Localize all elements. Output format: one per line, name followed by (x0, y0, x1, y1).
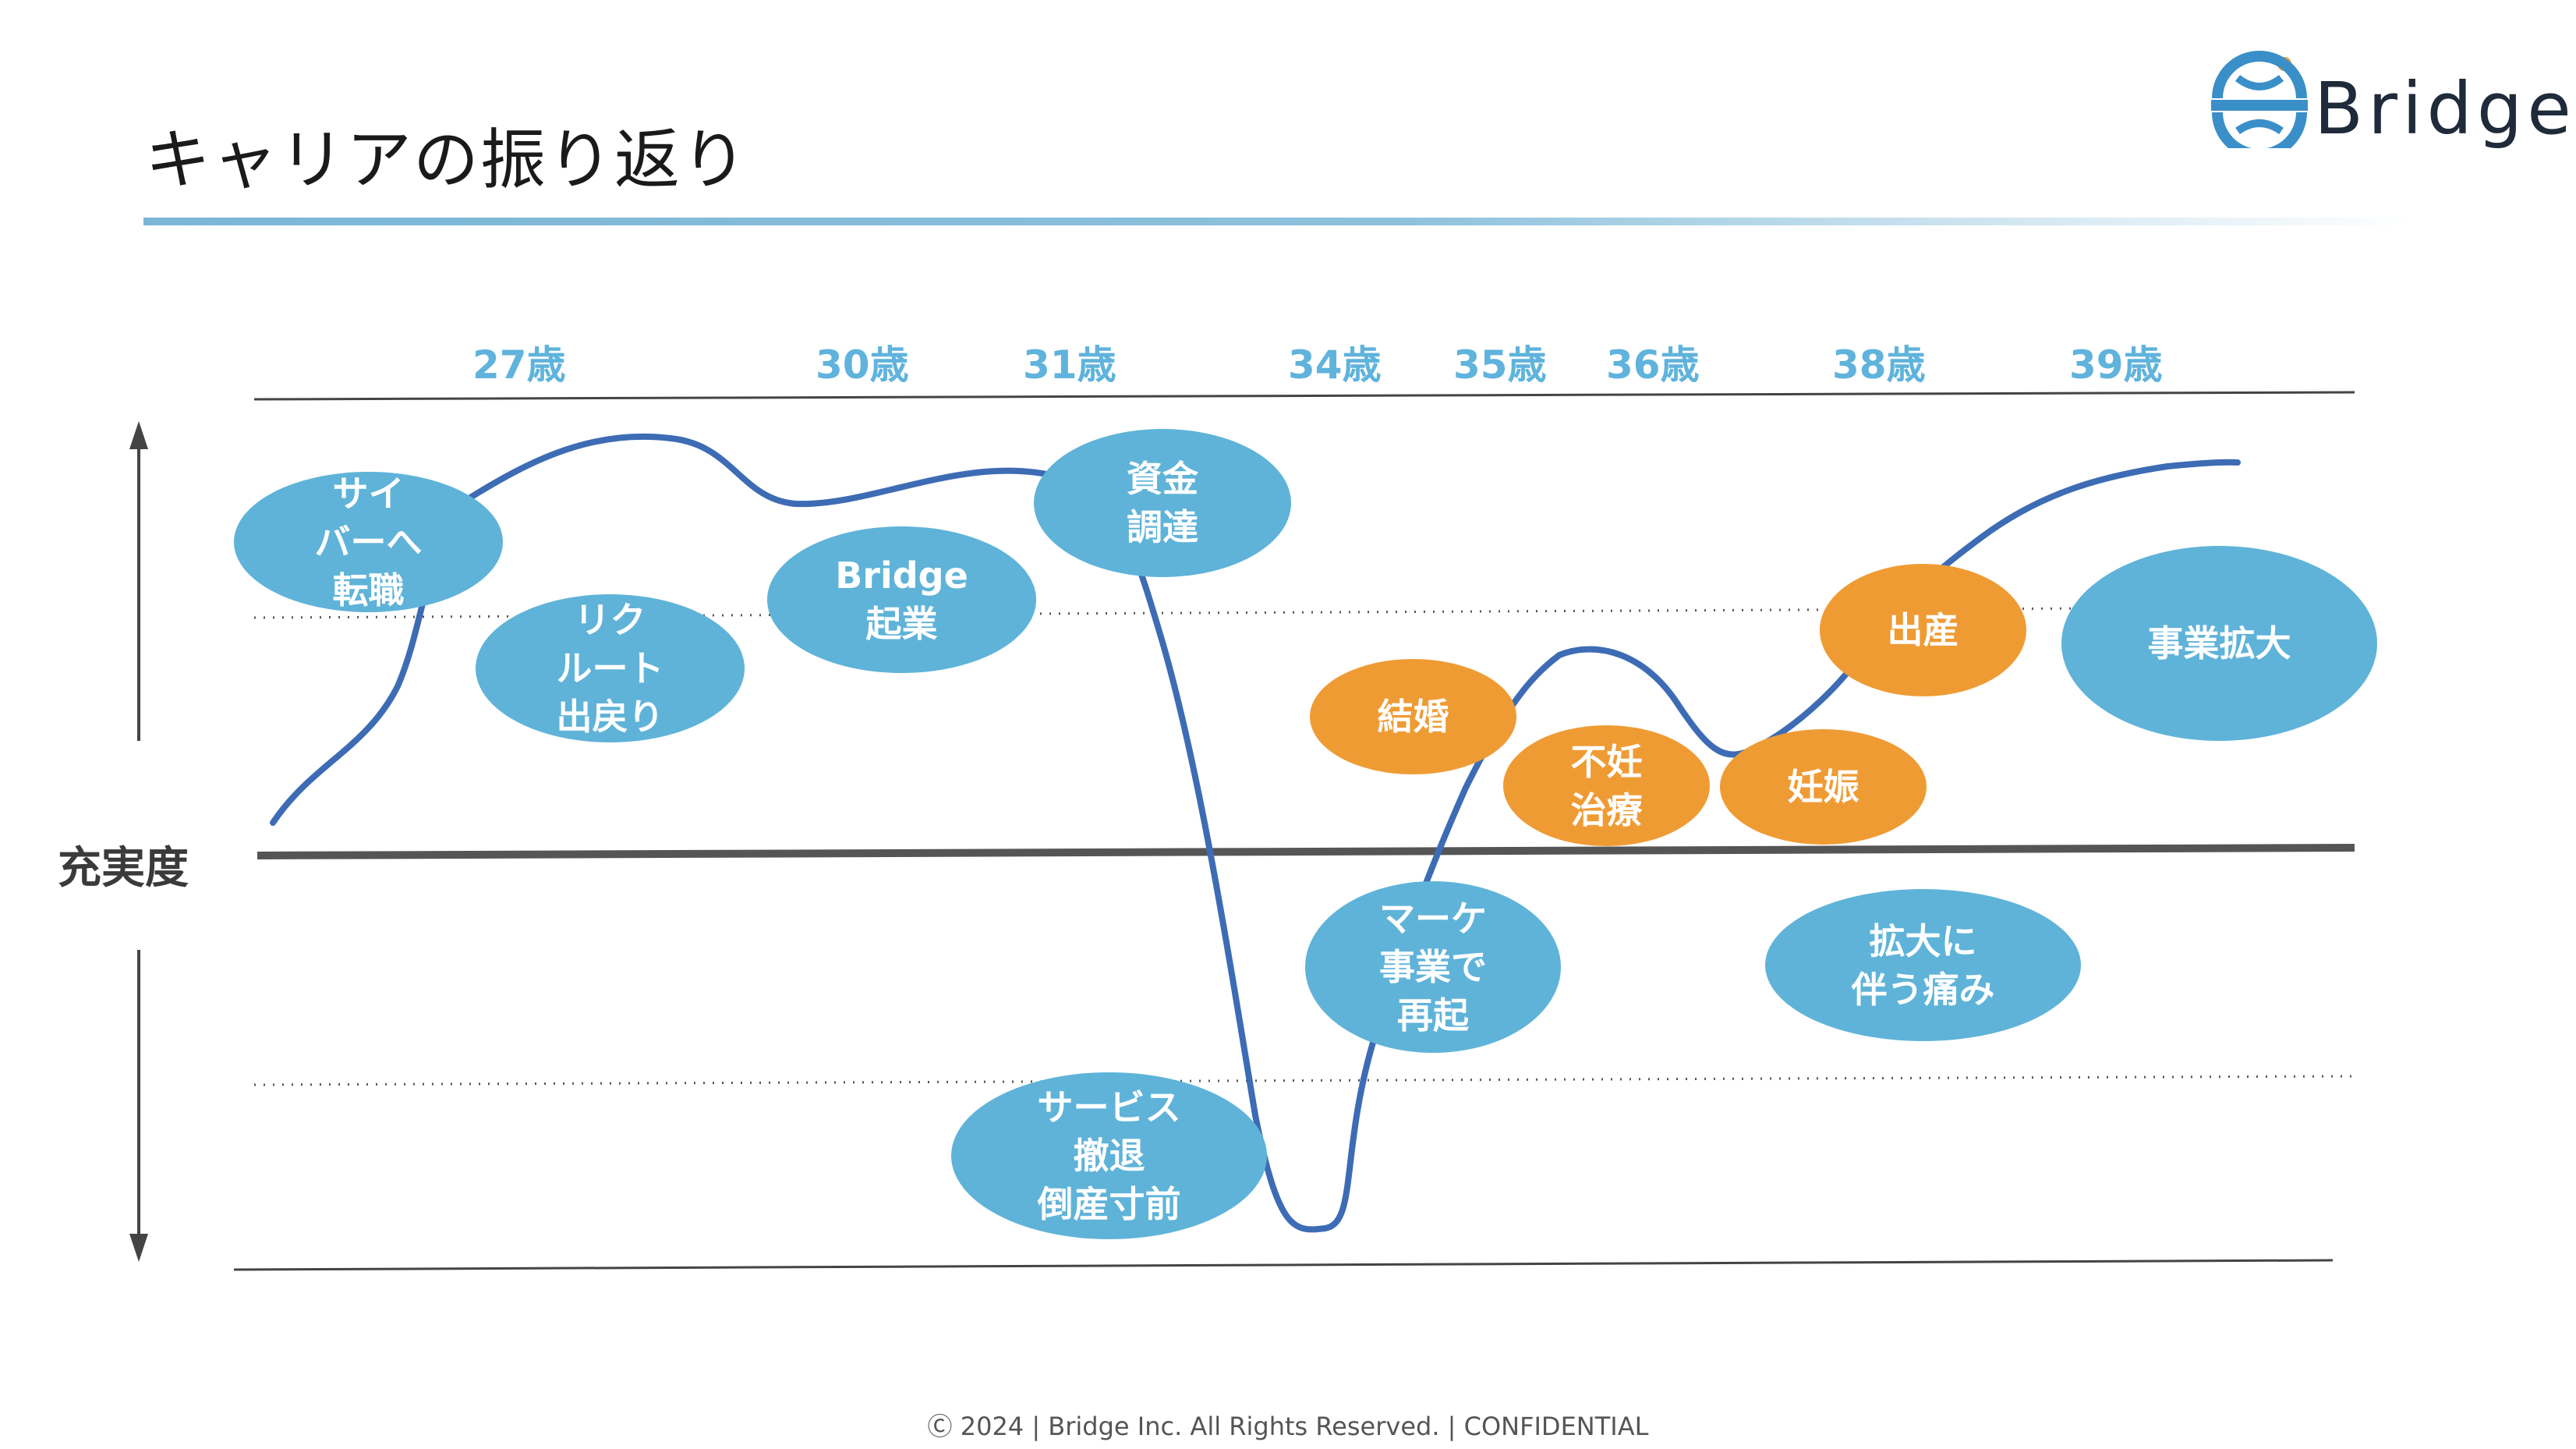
arrow-down-icon (129, 1234, 148, 1262)
event-bubble: サイ バーへ 転職 (234, 472, 503, 612)
event-bubble: 結婚 (1310, 659, 1516, 774)
event-bubble: サービス 撤退 倒産寸前 (951, 1072, 1267, 1239)
title-underline (143, 218, 2412, 225)
age-label: 38歳 (1832, 342, 1926, 388)
footer-copyright: Ⓒ 2024 | Bridge Inc. All Rights Reserved… (927, 1412, 1649, 1441)
event-bubble: リク ルート 出戻り (476, 594, 745, 742)
bottom-boundary-line (233, 1259, 2334, 1271)
event-bubble: 事業拡大 (2061, 546, 2377, 741)
event-bubble: Bridge 起業 (767, 526, 1036, 673)
lower-dotted-line (253, 1075, 2355, 1086)
arrow-up-icon (129, 421, 148, 449)
event-bubble: 不妊 治療 (1503, 725, 1710, 846)
satisfaction-curve (270, 433, 2241, 1233)
event-bubble: マーケ 事業で 再起 (1305, 881, 1561, 1053)
age-label: 27歳 (472, 342, 566, 388)
y-axis-label: 充実度 (58, 843, 189, 894)
age-label: 31歳 (1023, 342, 1116, 388)
event-bubble: 妊娠 (1720, 729, 1927, 845)
page-title: キャリアの振り返り (145, 122, 749, 198)
event-bubble: 資金 調達 (1034, 429, 1291, 577)
baseline (257, 844, 2355, 859)
bridge-logo-icon (2211, 51, 2308, 148)
age-label: 30歳 (816, 342, 909, 388)
age-label: 34歳 (1288, 342, 1382, 388)
age-label: 35歳 (1453, 342, 1547, 388)
age-label: 39歳 (2069, 342, 2163, 388)
logo-text: Bridge (2314, 67, 2576, 151)
event-bubble: 出産 (1820, 564, 2026, 696)
event-bubble: 拡大に 伴う痛み (1765, 889, 2081, 1041)
age-label: 36歳 (1606, 342, 1700, 388)
top-boundary-line (253, 391, 2355, 401)
